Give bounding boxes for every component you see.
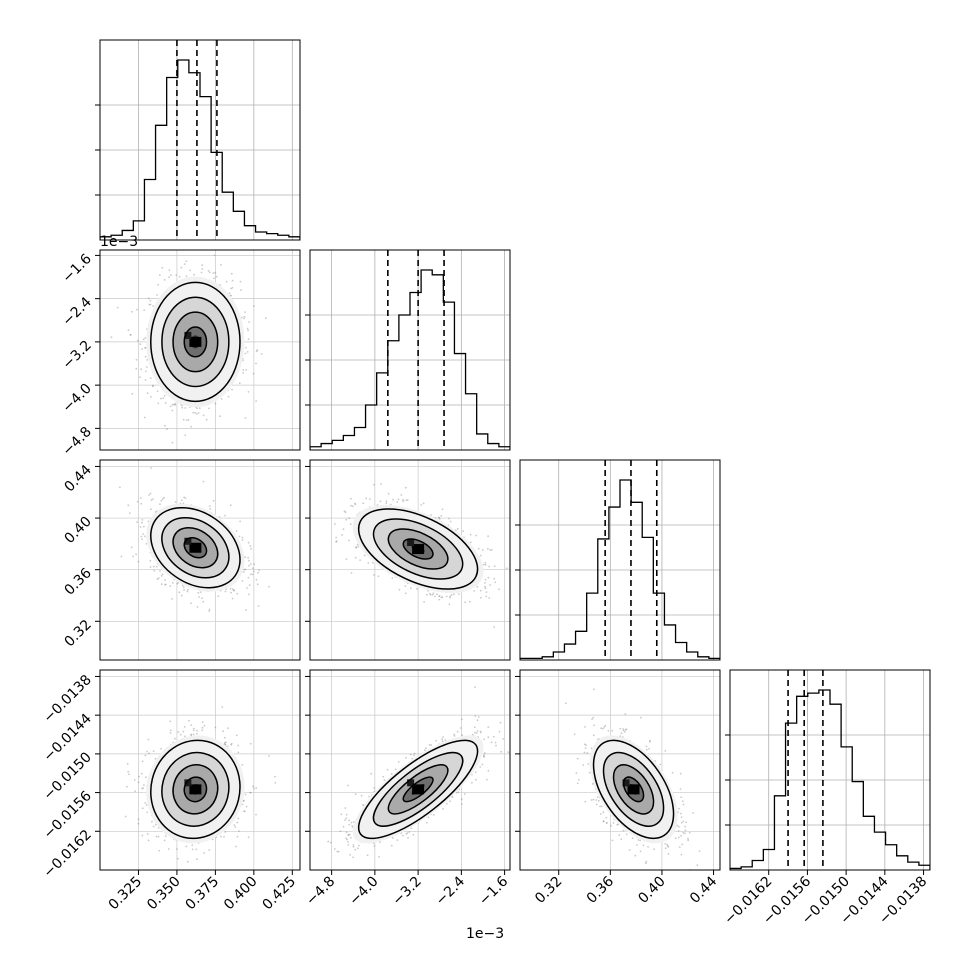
contour-line [172,526,219,569]
contour-line [592,739,675,840]
hist-panel-3 [725,669,931,871]
contour-line [622,776,645,803]
contour-line [172,311,219,373]
contour-line [602,751,665,827]
scatter-panel-1-3 [309,669,511,871]
contour-line [172,764,219,815]
histogram-1 [310,269,510,450]
y-tick-label: −1.6 [59,251,94,286]
scatter-frame-0-2 [99,459,301,661]
contour-line [612,764,655,815]
x-tick-label: 0.325 [106,874,146,914]
histogram-3 [730,689,930,870]
scatter-frame-0-3 [99,669,301,871]
contour-line [150,739,241,840]
x-tick-label: −1.6 [476,873,511,908]
contour-line [387,764,449,815]
hist-panel-0 [95,39,301,241]
density-peak [189,542,202,553]
contour-line [183,776,208,803]
y-tick-label: −4.0 [59,381,94,416]
x-tick-label: 0.375 [183,874,223,914]
x-tick-label: 0.425 [259,874,299,914]
contour-line [402,776,434,803]
density-peak [189,784,202,795]
hist-frame-0 [99,39,301,241]
histogram-2 [520,479,720,660]
contour-line [150,281,241,403]
contour-line [372,518,464,580]
y-tick-label: 0.32 [61,617,94,650]
histogram-0 [100,59,300,240]
x-tick-label: 0.32 [532,874,565,907]
contour-line [402,538,434,560]
scatter-panel-1-2 [309,459,511,661]
contour-line [372,751,464,827]
contour-line [150,506,241,589]
y-offset-label: 1e−3 [100,234,138,250]
scatter-panel-0-2 [99,459,301,661]
y-tick-label: −2.4 [59,294,94,329]
hist-panel-2 [515,459,721,661]
scatter-frame-0-1 [99,249,301,451]
hist-panel-1 [305,249,511,451]
x-tick-label: −4.8 [303,874,338,909]
contour-line [357,739,479,840]
scatter-panel-0-1 [99,249,301,451]
y-tick-label: −4.8 [59,424,94,459]
scatter-frame-1-2 [309,459,511,661]
x-tick-label: 0.44 [687,873,720,906]
x-tick-label: −3.2 [390,874,425,909]
x-tick-label: 0.350 [144,874,184,914]
y-tick-label: −3.2 [59,337,94,372]
contour-line [357,508,479,590]
contour-line [161,751,230,827]
x-tick-label: 0.36 [584,873,617,906]
contour-line [161,516,230,579]
x-offset-label: 1e−3 [466,926,504,942]
density-peak [189,336,202,347]
y-tick-label: 0.40 [61,514,94,547]
x-tick-label: −4.0 [346,874,381,909]
density-peak [412,784,425,795]
density-peak [412,544,425,555]
x-tick-label: 0.40 [635,874,668,907]
scatter-frame-1-3 [309,669,511,871]
scatter-panel-0-3 [99,669,301,871]
panels-layer [95,39,931,871]
y-tick-label: 0.44 [61,462,94,495]
hist-frame-2 [519,459,721,661]
contour-line [161,296,230,388]
hist-frame-3 [729,669,931,871]
x-tick-label: 0.400 [221,874,261,914]
contour-line [387,528,449,570]
density-peak [627,784,640,795]
scatter-frame-2-3 [519,669,721,871]
x-tick-label: −2.4 [433,873,468,908]
y-tick-label: 0.36 [61,565,94,598]
scatter-panel-2-3 [519,669,721,871]
contour-line [183,326,208,358]
contour-line [183,536,208,559]
hist-frame-1 [309,249,511,451]
